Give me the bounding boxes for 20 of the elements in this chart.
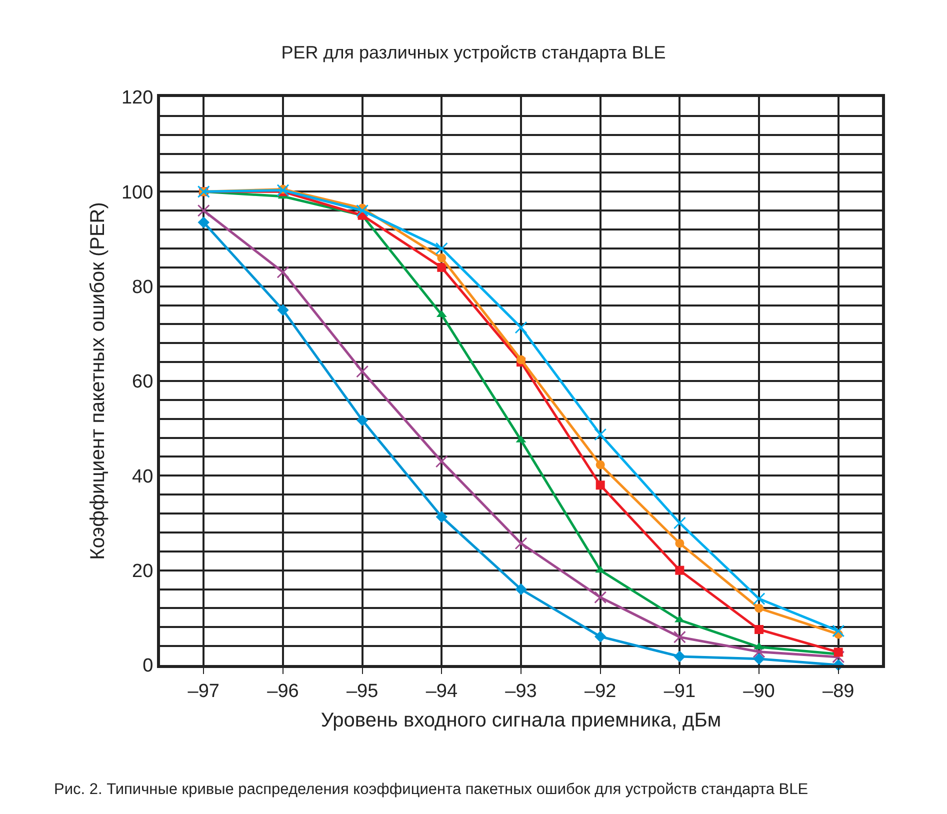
y-axis-title: Коэффициент пакетных ошибок (PER): [86, 202, 109, 560]
y-tick-label: 20: [132, 560, 154, 582]
y-tick-label: 0: [142, 656, 154, 677]
x-tick-label: –96: [267, 680, 299, 702]
x-tick-label: –93: [505, 680, 537, 702]
x-tick-label: –92: [584, 680, 616, 702]
x-tick-label: –89: [822, 680, 854, 702]
y-tick-label: 40: [132, 466, 154, 488]
x-axis-title: Уровень входного сигнала приемника, дБм: [320, 709, 722, 732]
x-tick-label: –90: [743, 680, 775, 702]
y-tick-label: 100: [121, 182, 154, 204]
x-tick-label: –94: [426, 680, 458, 702]
x-tick-label: –91: [664, 680, 696, 702]
chart-title: PER для различных устройств стандарта BLE: [281, 42, 666, 62]
text: Рис. 2. Типичные кривые распределения коэффициента пакетных ошибок для устройств стандарта BLE: [54, 781, 808, 798]
x-tick-label: –97: [188, 680, 220, 702]
y-tick-label: 60: [132, 372, 154, 393]
y-tick-label: 120: [121, 88, 154, 109]
x-tick-label: –95: [346, 680, 378, 702]
y-tick-label: 80: [132, 276, 154, 298]
